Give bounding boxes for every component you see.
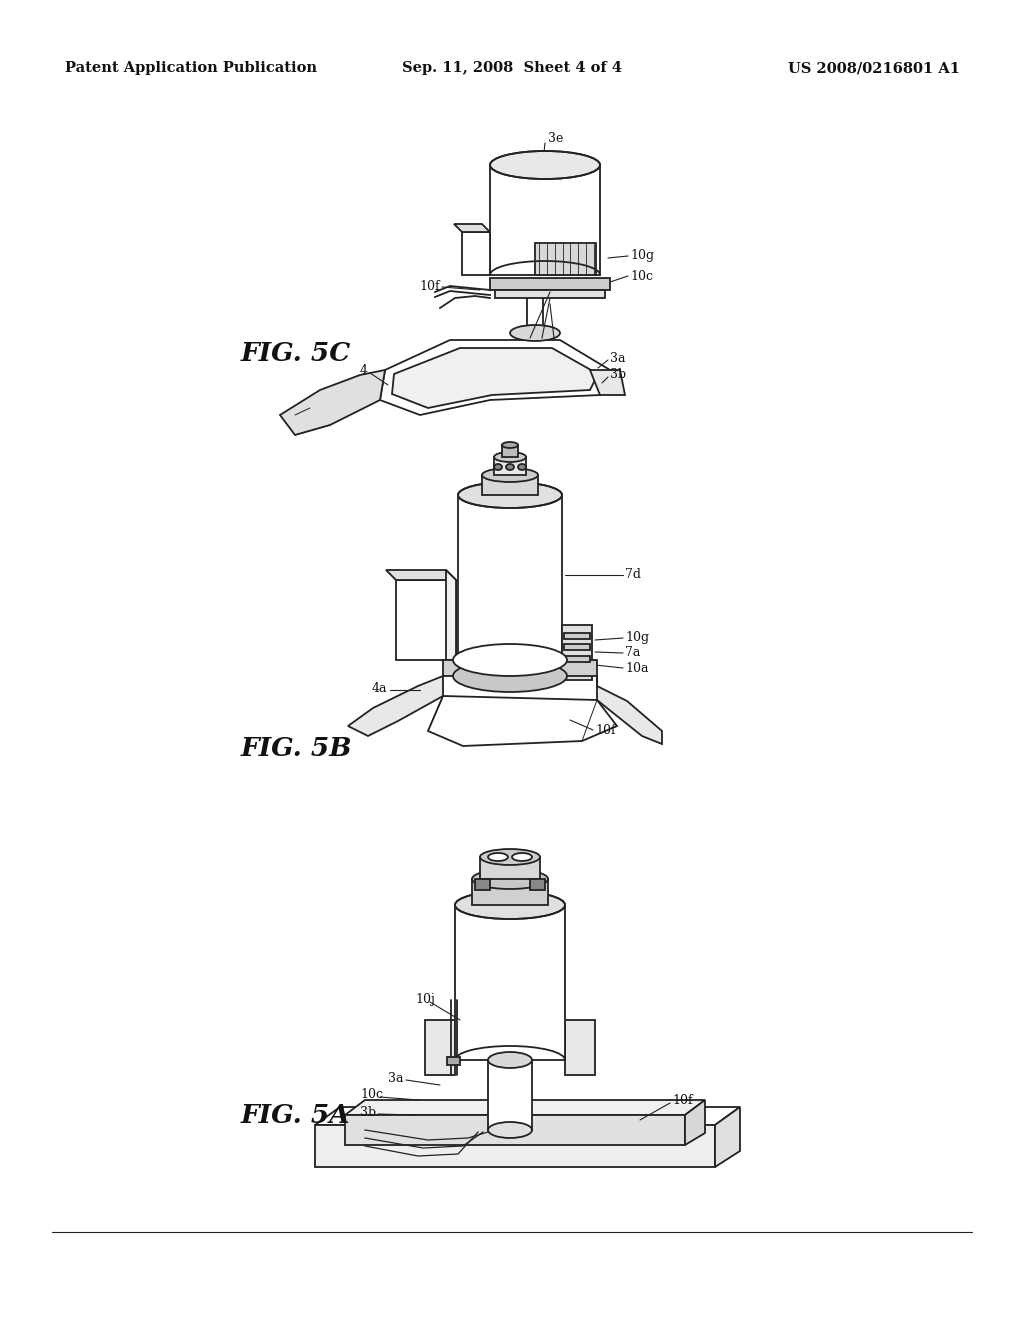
Polygon shape	[480, 857, 540, 879]
Text: 3a: 3a	[388, 1072, 403, 1085]
Ellipse shape	[453, 660, 567, 692]
Ellipse shape	[494, 465, 502, 470]
Ellipse shape	[472, 869, 548, 888]
Polygon shape	[396, 579, 456, 660]
Ellipse shape	[488, 1122, 532, 1138]
Polygon shape	[425, 1020, 455, 1074]
Polygon shape	[502, 445, 518, 457]
Ellipse shape	[488, 853, 508, 861]
Text: 3e: 3e	[548, 132, 563, 144]
Text: 10g: 10g	[625, 631, 649, 644]
Polygon shape	[495, 290, 605, 298]
Polygon shape	[564, 656, 590, 663]
Polygon shape	[458, 495, 562, 660]
Text: 10f: 10f	[420, 281, 440, 293]
Polygon shape	[315, 1107, 740, 1125]
Text: 10c: 10c	[360, 1089, 383, 1101]
Polygon shape	[490, 279, 610, 290]
Ellipse shape	[502, 442, 518, 447]
Text: FIG. 5B: FIG. 5B	[241, 737, 352, 760]
Text: 4a: 4a	[372, 681, 387, 694]
Text: Sep. 11, 2008  Sheet 4 of 4: Sep. 11, 2008 Sheet 4 of 4	[402, 61, 622, 75]
Polygon shape	[462, 232, 490, 275]
Polygon shape	[348, 676, 443, 737]
Polygon shape	[345, 1115, 685, 1144]
Text: 10f: 10f	[595, 723, 615, 737]
Polygon shape	[562, 624, 592, 680]
Text: 3b: 3b	[360, 1106, 376, 1118]
Polygon shape	[530, 879, 545, 890]
Ellipse shape	[518, 465, 526, 470]
Polygon shape	[482, 475, 538, 495]
Text: 10f: 10f	[672, 1093, 692, 1106]
Text: 7a: 7a	[625, 647, 640, 660]
Ellipse shape	[490, 150, 600, 180]
Ellipse shape	[494, 451, 526, 462]
Ellipse shape	[480, 849, 540, 865]
Text: FIG. 5C: FIG. 5C	[241, 342, 351, 366]
Polygon shape	[597, 676, 662, 744]
Ellipse shape	[482, 469, 538, 482]
Polygon shape	[345, 1100, 705, 1115]
Polygon shape	[280, 370, 385, 436]
Text: FIG. 5A: FIG. 5A	[241, 1104, 350, 1127]
Polygon shape	[565, 1020, 595, 1074]
Polygon shape	[564, 634, 590, 639]
Text: US 2008/0216801 A1: US 2008/0216801 A1	[788, 61, 961, 75]
Polygon shape	[472, 879, 548, 906]
Ellipse shape	[512, 853, 532, 861]
Text: 3b: 3b	[610, 368, 626, 381]
Text: 3a: 3a	[610, 351, 626, 364]
Polygon shape	[446, 570, 456, 660]
Polygon shape	[475, 879, 490, 890]
Polygon shape	[715, 1107, 740, 1167]
Polygon shape	[315, 1125, 715, 1167]
Polygon shape	[447, 1057, 460, 1065]
Text: 10a: 10a	[625, 661, 648, 675]
Polygon shape	[443, 660, 597, 676]
Polygon shape	[488, 1060, 532, 1130]
Polygon shape	[535, 243, 596, 275]
Text: 10j: 10j	[415, 994, 435, 1006]
Polygon shape	[454, 224, 490, 232]
Ellipse shape	[488, 1052, 532, 1068]
Polygon shape	[564, 644, 590, 649]
Ellipse shape	[453, 644, 567, 676]
Polygon shape	[428, 696, 617, 746]
Text: 7d: 7d	[625, 569, 641, 582]
Ellipse shape	[455, 891, 565, 919]
Ellipse shape	[458, 482, 562, 508]
Polygon shape	[392, 348, 598, 408]
Ellipse shape	[510, 325, 560, 341]
Polygon shape	[490, 165, 600, 275]
Polygon shape	[494, 457, 526, 475]
Ellipse shape	[506, 465, 514, 470]
Polygon shape	[685, 1100, 705, 1144]
Polygon shape	[590, 370, 625, 395]
Text: Patent Application Publication: Patent Application Publication	[65, 61, 317, 75]
Polygon shape	[455, 906, 565, 1060]
Text: 4: 4	[360, 363, 368, 376]
Polygon shape	[386, 570, 456, 579]
Polygon shape	[380, 341, 610, 414]
Text: 10c: 10c	[630, 269, 653, 282]
Text: 10g: 10g	[630, 249, 654, 263]
